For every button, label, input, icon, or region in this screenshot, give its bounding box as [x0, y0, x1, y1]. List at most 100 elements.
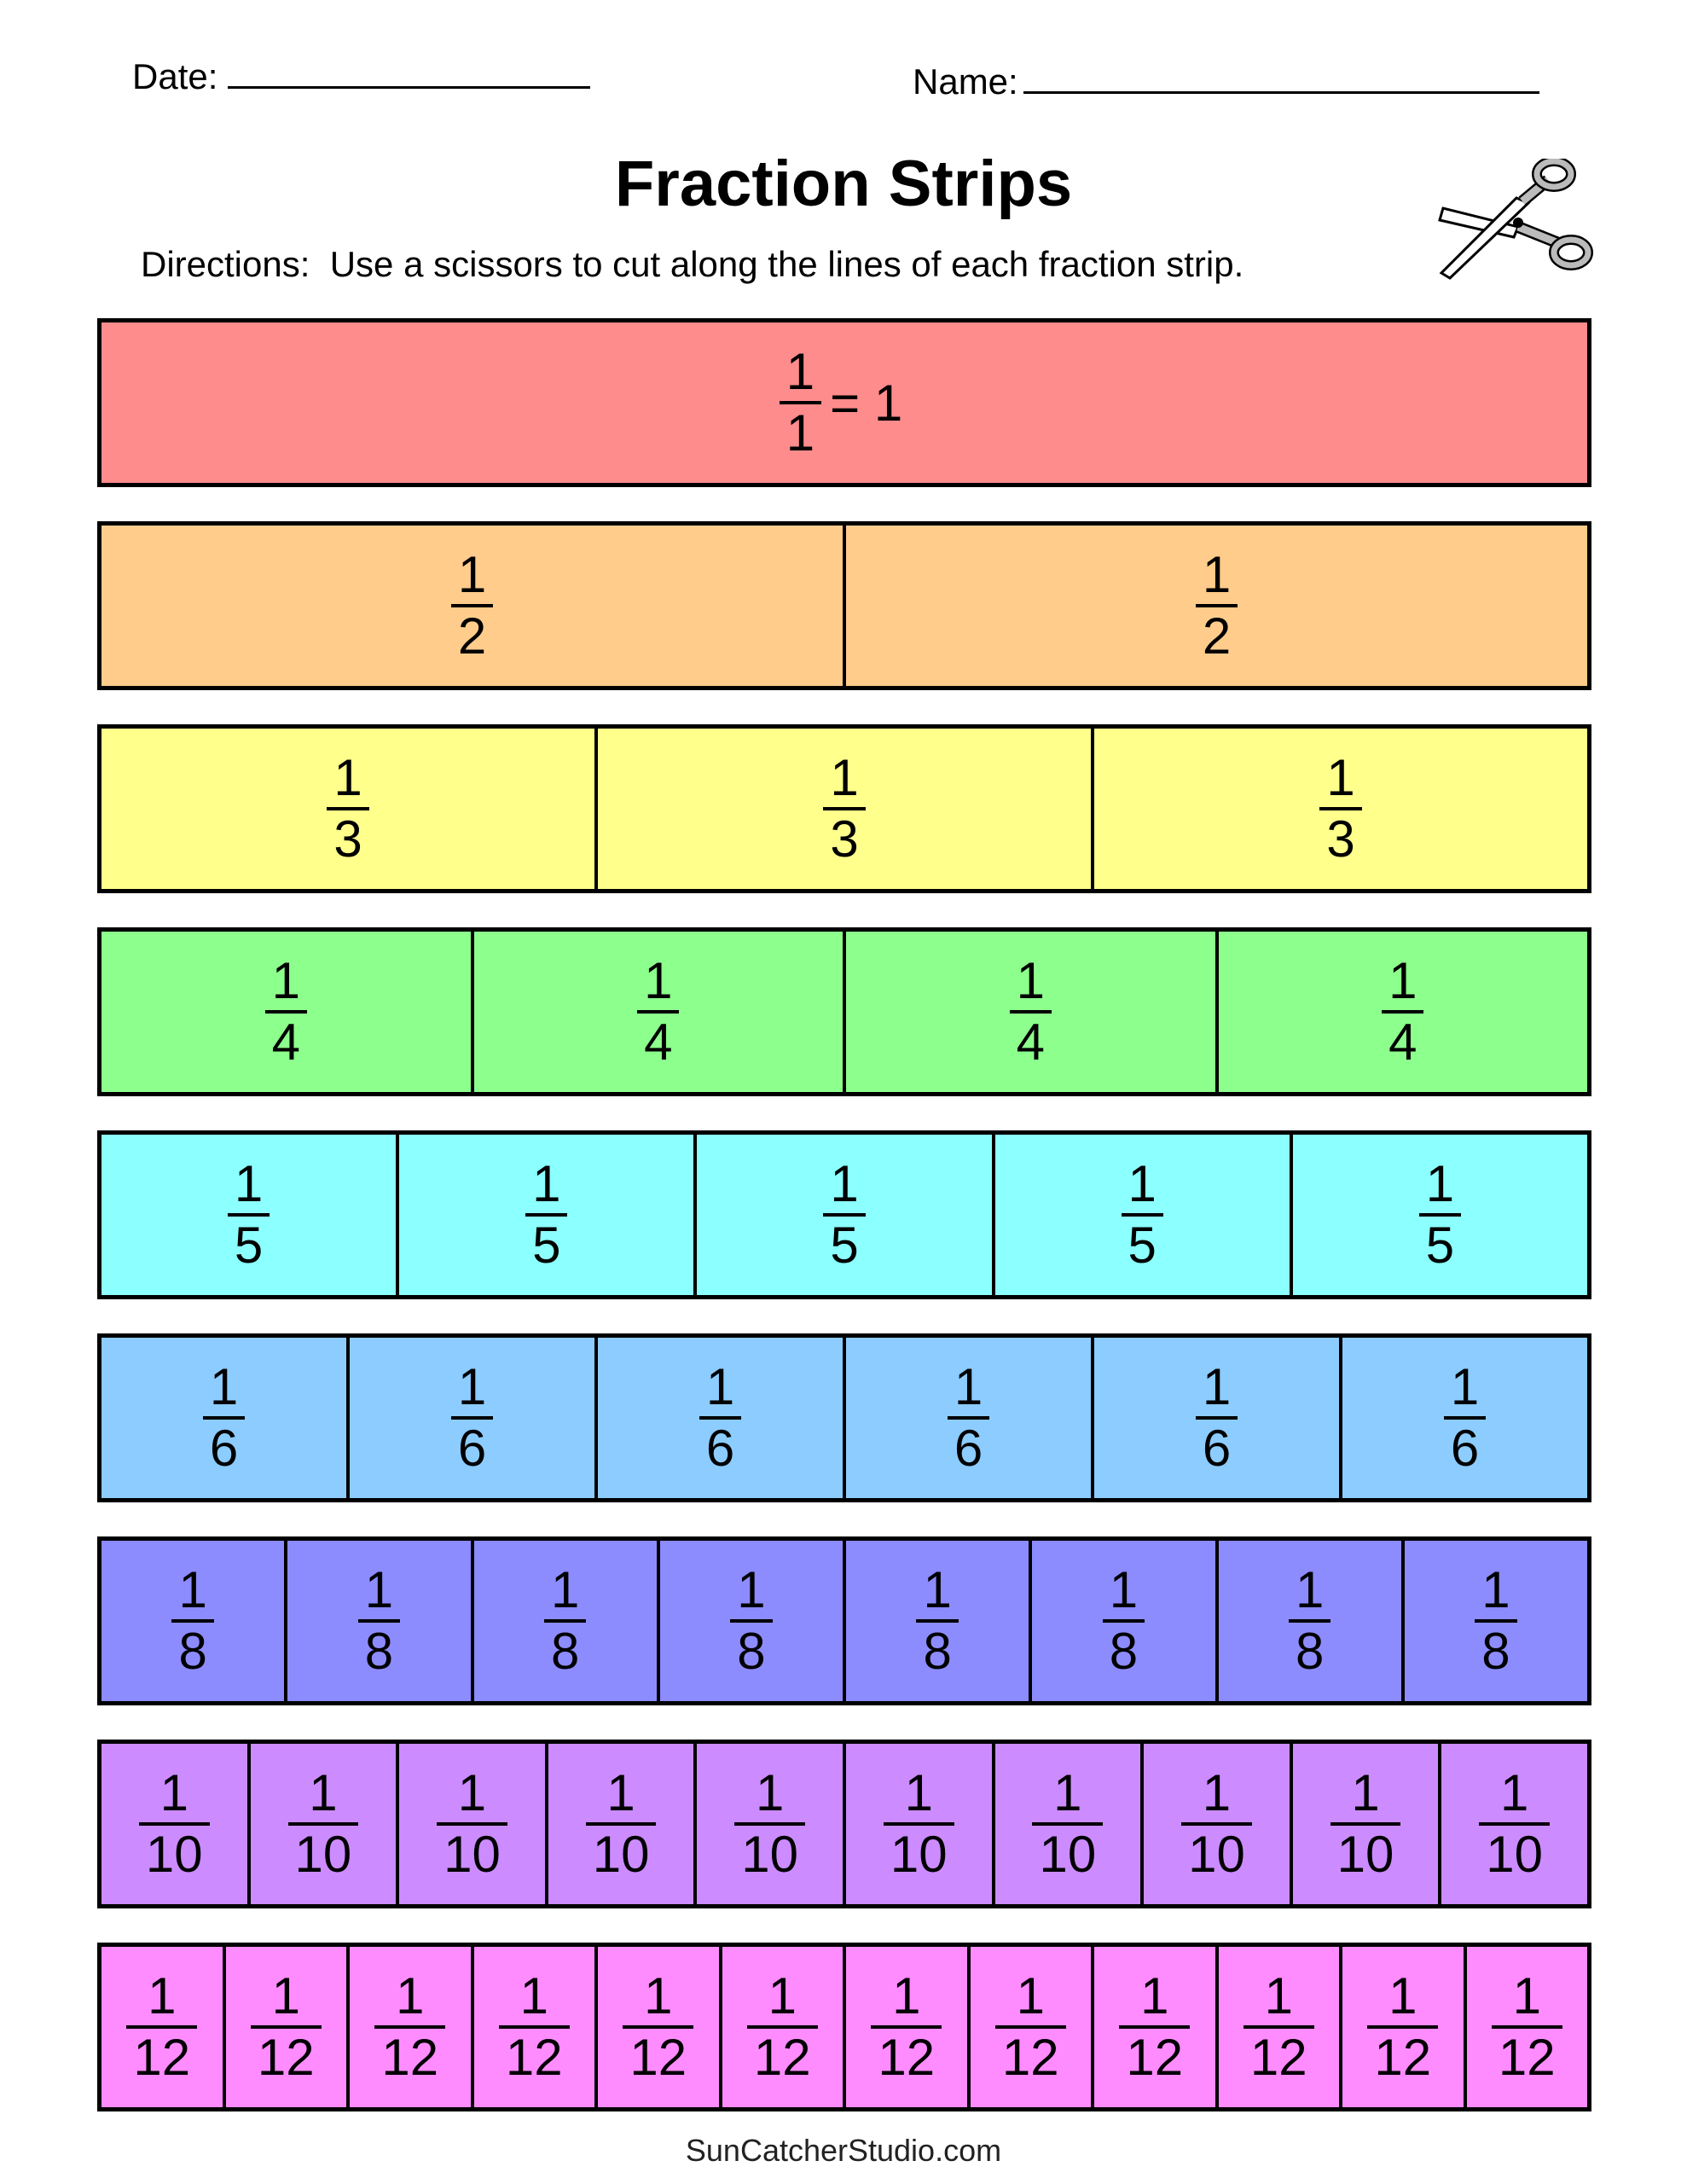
- numerator: 1: [1202, 546, 1232, 603]
- directions-text: Directions: Use a scissors to cut along …: [141, 244, 1244, 284]
- denominator: 5: [1128, 1217, 1157, 1274]
- numerator: 1: [148, 1967, 177, 2024]
- fraction-bar: [585, 1822, 657, 1826]
- numerator: 1: [309, 1764, 338, 1821]
- numerator: 1: [705, 1358, 735, 1415]
- fraction-label: 1 10: [734, 1764, 806, 1883]
- fraction-bar: [1330, 1822, 1401, 1826]
- numerator: 1: [606, 1764, 635, 1821]
- denominator: 5: [1425, 1217, 1455, 1274]
- fraction-bar: [1382, 1010, 1424, 1014]
- fraction-bar: [1491, 2025, 1562, 2029]
- denominator: 12: [753, 2029, 811, 2086]
- denominator: 10: [1486, 1826, 1544, 1883]
- fraction-bar: [916, 1619, 959, 1623]
- fraction-bar: [883, 1822, 954, 1826]
- name-line[interactable]: [1023, 91, 1539, 94]
- denominator: 2: [457, 607, 487, 665]
- fraction-bar: [138, 1822, 210, 1826]
- denominator: 3: [1326, 810, 1355, 868]
- numerator: 1: [892, 1967, 921, 2024]
- fraction-bar: [1032, 1822, 1104, 1826]
- fraction-bar: [871, 2025, 942, 2029]
- denominator: 10: [741, 1826, 799, 1883]
- denominator: 8: [550, 1623, 580, 1680]
- denominator: 12: [1249, 2029, 1307, 2086]
- fraction-piece: 1 12: [1339, 1947, 1464, 2107]
- fraction-label: 1 10: [883, 1764, 954, 1880]
- fraction-label: 1 12: [250, 1967, 322, 2086]
- denominator: 12: [381, 2029, 439, 2086]
- fraction-piece: 1 10: [1289, 1744, 1439, 1904]
- denominator: 12: [1001, 2029, 1059, 2086]
- denominator: 6: [705, 1420, 735, 1477]
- denominator: 12: [1498, 2029, 1556, 2086]
- numerator: 1: [954, 1358, 983, 1415]
- denominator: 12: [257, 2029, 315, 2086]
- fraction-bar: [264, 1010, 307, 1014]
- numerator: 1: [830, 1155, 859, 1212]
- numerator: 1: [1140, 1967, 1169, 2024]
- denominator: 6: [209, 1420, 239, 1477]
- fraction-strip-1-1: 1 1 = 1: [97, 318, 1591, 487]
- numerator: 1: [271, 1967, 300, 2024]
- numerator: 1: [1450, 1358, 1480, 1415]
- fraction-piece: 1 10: [842, 1744, 992, 1904]
- fraction-bar: [287, 1822, 359, 1826]
- denominator: 10: [1039, 1826, 1097, 1883]
- denominator: 12: [1126, 2029, 1184, 2086]
- fraction-piece: 1 10: [991, 1744, 1141, 1904]
- fraction-bar: [1102, 1619, 1145, 1623]
- fraction-strip-1-10: 1 10 1 10 1 10 1 10 1 10 1 10 1 10 1 10 1 10 1 10: [97, 1740, 1591, 1908]
- fraction-label: 1 12: [498, 1967, 570, 2083]
- numerator: 1: [159, 1764, 188, 1821]
- fraction-bar: [730, 1619, 773, 1623]
- numerator: 1: [1016, 1967, 1045, 2024]
- fraction-label: 1 12: [746, 1967, 818, 2086]
- numerator: 1: [271, 952, 300, 1009]
- date-line[interactable]: [228, 86, 591, 89]
- fraction-bar: [374, 2025, 446, 2029]
- numerator: 1: [768, 1967, 797, 2024]
- fraction-strip-1-12: 1 12 1 12 1 12 1 12 1 12 1 12 1 12 1 12 1 12 1 12 1 12 1 12: [97, 1943, 1591, 2111]
- fraction-piece: 1 12: [470, 1947, 595, 2107]
- fraction-bar: [1418, 1213, 1462, 1217]
- numerator: 1: [644, 952, 673, 1009]
- denominator: 6: [1202, 1420, 1232, 1477]
- date-field[interactable]: Date:: [132, 56, 591, 97]
- fraction-bar: [699, 1416, 742, 1420]
- fraction-piece: 1 10: [396, 1744, 545, 1904]
- fraction-bar: [823, 807, 866, 810]
- fraction-piece: 1 12: [101, 1947, 223, 2107]
- numerator: 1: [904, 1764, 933, 1821]
- fraction-label: 1 10: [1181, 1768, 1252, 1880]
- fraction-piece: 1 12: [346, 1947, 471, 2107]
- fraction-label: 1 10: [138, 1764, 210, 1880]
- denominator: 6: [954, 1420, 983, 1477]
- name-field[interactable]: Name:: [913, 61, 1539, 102]
- numerator: 1: [1351, 1764, 1380, 1821]
- numerator: 1: [755, 1764, 785, 1821]
- numerator: 1: [519, 1967, 548, 2024]
- denominator: 4: [1388, 1014, 1417, 1071]
